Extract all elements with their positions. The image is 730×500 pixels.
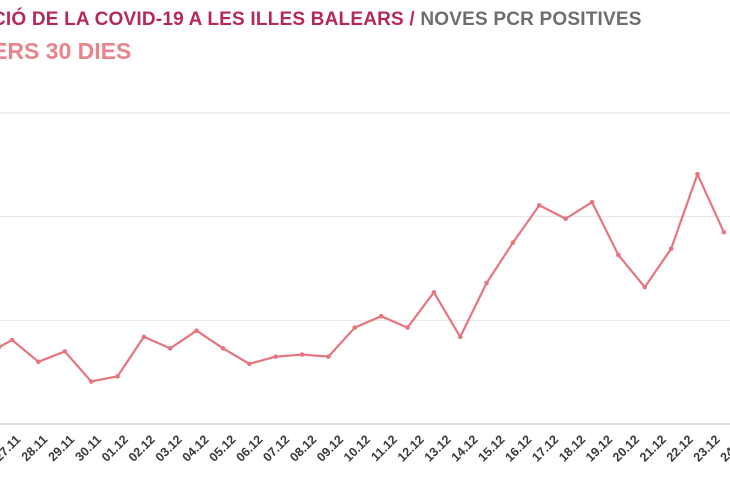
data-point xyxy=(167,346,173,351)
data-point xyxy=(484,280,489,286)
data-point xyxy=(405,325,410,330)
x-tick-label: 13.12 xyxy=(422,432,454,464)
data-point xyxy=(431,290,437,295)
data-point xyxy=(589,199,595,205)
x-tick-label: 09.12 xyxy=(314,432,346,464)
x-axis-ticks: 27.1128.1129.1130.1101.1202.1203.1204.12… xyxy=(0,432,730,464)
x-tick-label: 20.12 xyxy=(610,432,642,464)
series-line xyxy=(0,173,725,383)
data-point xyxy=(616,252,621,258)
x-tick-label: 14.12 xyxy=(449,432,481,464)
data-point xyxy=(642,284,648,290)
x-tick-label: 21.12 xyxy=(637,432,669,464)
x-tick-label: 11.12 xyxy=(368,432,400,464)
data-point xyxy=(194,328,199,334)
data-points xyxy=(0,171,727,384)
data-point xyxy=(0,345,2,350)
x-tick-label: 28.11 xyxy=(19,432,51,464)
x-tick-label: 24.12 xyxy=(718,432,730,464)
x-tick-label: 19.12 xyxy=(583,432,615,464)
x-tick-label: 10.12 xyxy=(341,432,373,464)
chart-title-separator: / xyxy=(403,9,421,30)
x-tick-label: 01.12 xyxy=(99,432,131,464)
x-tick-label: 02.12 xyxy=(126,432,158,464)
chart-title: CIÓ DE LA COVID-19 A LES ILLES BALEARS /… xyxy=(0,9,642,31)
x-tick-label: 04.12 xyxy=(180,432,212,464)
data-point xyxy=(457,334,463,340)
x-tick-label: 27.11 xyxy=(0,432,23,464)
data-point xyxy=(326,354,331,359)
x-tick-label: 23.12 xyxy=(691,432,723,464)
data-point xyxy=(9,337,15,343)
x-tick-label: 05.12 xyxy=(207,432,239,464)
gridlines xyxy=(0,112,730,425)
x-tick-label: 06.12 xyxy=(233,432,265,464)
x-tick-label: 07.12 xyxy=(260,432,292,464)
data-point xyxy=(668,246,674,252)
x-tick-label: 18.12 xyxy=(556,432,588,464)
data-point xyxy=(36,359,41,365)
data-point xyxy=(247,361,252,367)
data-point xyxy=(88,379,94,384)
data-point xyxy=(273,354,278,359)
data-point xyxy=(62,349,68,354)
x-tick-label: 03.12 xyxy=(153,432,185,464)
x-tick-label: 22.12 xyxy=(664,432,696,464)
x-tick-label: 08.12 xyxy=(287,432,319,464)
data-point xyxy=(352,325,358,330)
x-tick-label: 29.11 xyxy=(46,432,78,464)
data-point xyxy=(115,374,120,379)
series-polyline xyxy=(0,173,725,383)
x-tick-label: 15.12 xyxy=(476,432,508,464)
x-tick-label: 30.11 xyxy=(73,432,105,464)
chart-subtitle: ERS 30 DIES xyxy=(0,38,132,64)
data-point xyxy=(721,229,727,235)
data-point xyxy=(141,334,147,340)
data-point xyxy=(299,352,305,357)
data-point xyxy=(563,216,568,222)
chart-title-main: CIÓ DE LA COVID-19 A LES ILLES BALEARS xyxy=(0,9,404,30)
data-point xyxy=(695,171,700,177)
x-tick-label: 17.12 xyxy=(529,432,561,464)
chart-title-sub: NOVES PCR POSITIVES xyxy=(420,9,642,30)
x-tick-label: 16.12 xyxy=(502,432,534,464)
data-point xyxy=(220,346,226,351)
data-point xyxy=(510,240,516,245)
x-tick-label: 12.12 xyxy=(395,432,427,464)
data-point xyxy=(537,202,542,208)
data-point xyxy=(378,313,384,319)
